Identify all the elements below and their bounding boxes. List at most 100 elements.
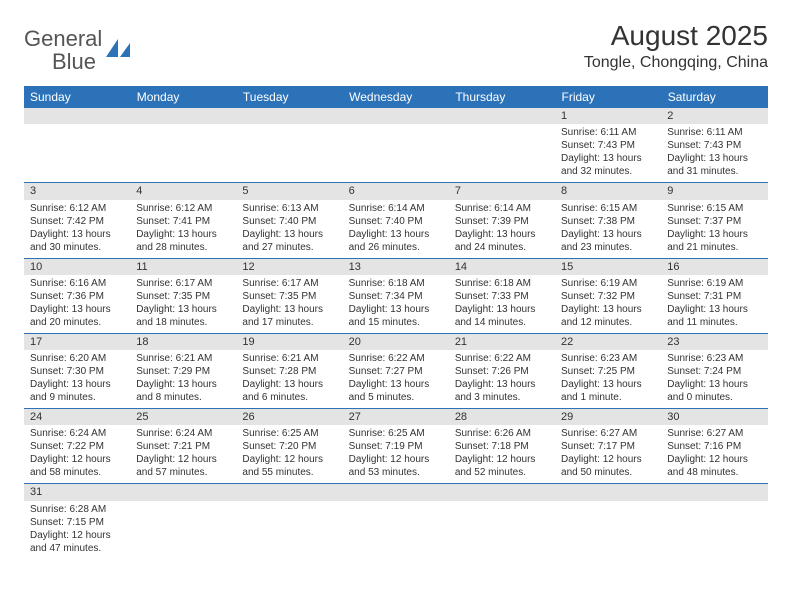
sunset-text: Sunset: 7:18 PM bbox=[455, 440, 549, 453]
sunrise-text: Sunrise: 6:14 AM bbox=[349, 202, 443, 215]
day-cell: Sunrise: 6:18 AMSunset: 7:33 PMDaylight:… bbox=[449, 275, 555, 334]
day-cell: Sunrise: 6:14 AMSunset: 7:39 PMDaylight:… bbox=[449, 200, 555, 259]
day-cell bbox=[555, 501, 661, 559]
daylight-text: and 53 minutes. bbox=[349, 466, 443, 479]
day-number bbox=[236, 108, 342, 124]
sunset-text: Sunset: 7:20 PM bbox=[242, 440, 336, 453]
daylight-text: Daylight: 13 hours bbox=[30, 228, 124, 241]
day-cell: Sunrise: 6:28 AMSunset: 7:15 PMDaylight:… bbox=[24, 501, 130, 559]
logo: General Blue bbox=[24, 20, 132, 74]
day-number: 14 bbox=[449, 258, 555, 275]
day-number: 16 bbox=[661, 258, 767, 275]
day-cell bbox=[236, 124, 342, 183]
weekday-header: Thursday bbox=[449, 86, 555, 108]
day-number bbox=[24, 108, 130, 124]
day-number: 28 bbox=[449, 409, 555, 426]
daylight-text: Daylight: 12 hours bbox=[136, 453, 230, 466]
sunrise-text: Sunrise: 6:21 AM bbox=[136, 352, 230, 365]
day-cell: Sunrise: 6:11 AMSunset: 7:43 PMDaylight:… bbox=[555, 124, 661, 183]
day-cell: Sunrise: 6:17 AMSunset: 7:35 PMDaylight:… bbox=[130, 275, 236, 334]
sunset-text: Sunset: 7:21 PM bbox=[136, 440, 230, 453]
sunset-text: Sunset: 7:31 PM bbox=[667, 290, 761, 303]
sunset-text: Sunset: 7:36 PM bbox=[30, 290, 124, 303]
sunrise-text: Sunrise: 6:12 AM bbox=[136, 202, 230, 215]
daylight-text: and 32 minutes. bbox=[561, 165, 655, 178]
daylight-text: Daylight: 13 hours bbox=[242, 378, 336, 391]
sunrise-text: Sunrise: 6:23 AM bbox=[561, 352, 655, 365]
day-number: 15 bbox=[555, 258, 661, 275]
daylight-text: and 27 minutes. bbox=[242, 241, 336, 254]
sunrise-text: Sunrise: 6:12 AM bbox=[30, 202, 124, 215]
day-cell: Sunrise: 6:23 AMSunset: 7:24 PMDaylight:… bbox=[661, 350, 767, 409]
daylight-text: and 21 minutes. bbox=[667, 241, 761, 254]
weekday-header: Sunday bbox=[24, 86, 130, 108]
sunset-text: Sunset: 7:35 PM bbox=[242, 290, 336, 303]
day-cell: Sunrise: 6:25 AMSunset: 7:20 PMDaylight:… bbox=[236, 425, 342, 484]
day-number: 22 bbox=[555, 333, 661, 350]
weekday-header: Monday bbox=[130, 86, 236, 108]
day-number: 19 bbox=[236, 333, 342, 350]
daylight-text: and 55 minutes. bbox=[242, 466, 336, 479]
daylight-text: and 57 minutes. bbox=[136, 466, 230, 479]
day-content-row: Sunrise: 6:20 AMSunset: 7:30 PMDaylight:… bbox=[24, 350, 768, 409]
daylight-text: Daylight: 13 hours bbox=[242, 228, 336, 241]
daylight-text: Daylight: 13 hours bbox=[455, 303, 549, 316]
day-cell: Sunrise: 6:21 AMSunset: 7:28 PMDaylight:… bbox=[236, 350, 342, 409]
daylight-text: and 52 minutes. bbox=[455, 466, 549, 479]
daylight-text: and 58 minutes. bbox=[30, 466, 124, 479]
day-number: 27 bbox=[343, 409, 449, 426]
sunrise-text: Sunrise: 6:23 AM bbox=[667, 352, 761, 365]
sunset-text: Sunset: 7:37 PM bbox=[667, 215, 761, 228]
day-number: 23 bbox=[661, 333, 767, 350]
day-number: 2 bbox=[661, 108, 767, 124]
day-content-row: Sunrise: 6:16 AMSunset: 7:36 PMDaylight:… bbox=[24, 275, 768, 334]
daylight-text: and 3 minutes. bbox=[455, 391, 549, 404]
daylight-text: and 20 minutes. bbox=[30, 316, 124, 329]
day-number bbox=[449, 108, 555, 124]
daylight-text: Daylight: 12 hours bbox=[242, 453, 336, 466]
sunrise-text: Sunrise: 6:26 AM bbox=[455, 427, 549, 440]
day-number: 10 bbox=[24, 258, 130, 275]
daylight-text: Daylight: 12 hours bbox=[30, 453, 124, 466]
sunrise-text: Sunrise: 6:15 AM bbox=[667, 202, 761, 215]
daylight-text: and 48 minutes. bbox=[667, 466, 761, 479]
day-number-row: 17181920212223 bbox=[24, 333, 768, 350]
sunrise-text: Sunrise: 6:27 AM bbox=[561, 427, 655, 440]
daylight-text: Daylight: 13 hours bbox=[455, 378, 549, 391]
day-number bbox=[661, 484, 767, 501]
daylight-text: Daylight: 13 hours bbox=[455, 228, 549, 241]
weekday-header: Wednesday bbox=[343, 86, 449, 108]
day-cell: Sunrise: 6:15 AMSunset: 7:38 PMDaylight:… bbox=[555, 200, 661, 259]
day-cell bbox=[236, 501, 342, 559]
day-cell bbox=[24, 124, 130, 183]
daylight-text: Daylight: 13 hours bbox=[136, 228, 230, 241]
day-number: 24 bbox=[24, 409, 130, 426]
daylight-text: Daylight: 13 hours bbox=[136, 378, 230, 391]
sunset-text: Sunset: 7:43 PM bbox=[667, 139, 761, 152]
sunset-text: Sunset: 7:43 PM bbox=[561, 139, 655, 152]
sunset-text: Sunset: 7:29 PM bbox=[136, 365, 230, 378]
sunset-text: Sunset: 7:26 PM bbox=[455, 365, 549, 378]
sunset-text: Sunset: 7:39 PM bbox=[455, 215, 549, 228]
day-number: 31 bbox=[24, 484, 130, 501]
daylight-text: Daylight: 12 hours bbox=[455, 453, 549, 466]
day-number-row: 12 bbox=[24, 108, 768, 124]
daylight-text: and 26 minutes. bbox=[349, 241, 443, 254]
day-number-row: 31 bbox=[24, 484, 768, 501]
daylight-text: Daylight: 13 hours bbox=[349, 228, 443, 241]
daylight-text: Daylight: 13 hours bbox=[667, 378, 761, 391]
day-cell: Sunrise: 6:22 AMSunset: 7:26 PMDaylight:… bbox=[449, 350, 555, 409]
day-cell: Sunrise: 6:17 AMSunset: 7:35 PMDaylight:… bbox=[236, 275, 342, 334]
sunrise-text: Sunrise: 6:18 AM bbox=[349, 277, 443, 290]
day-cell: Sunrise: 6:27 AMSunset: 7:17 PMDaylight:… bbox=[555, 425, 661, 484]
daylight-text: and 14 minutes. bbox=[455, 316, 549, 329]
day-number-row: 3456789 bbox=[24, 183, 768, 200]
weekday-header-row: SundayMondayTuesdayWednesdayThursdayFrid… bbox=[24, 86, 768, 108]
sunrise-text: Sunrise: 6:19 AM bbox=[667, 277, 761, 290]
sunset-text: Sunset: 7:17 PM bbox=[561, 440, 655, 453]
day-number: 6 bbox=[343, 183, 449, 200]
day-number-row: 10111213141516 bbox=[24, 258, 768, 275]
day-number bbox=[449, 484, 555, 501]
sunrise-text: Sunrise: 6:25 AM bbox=[242, 427, 336, 440]
sunrise-text: Sunrise: 6:19 AM bbox=[561, 277, 655, 290]
